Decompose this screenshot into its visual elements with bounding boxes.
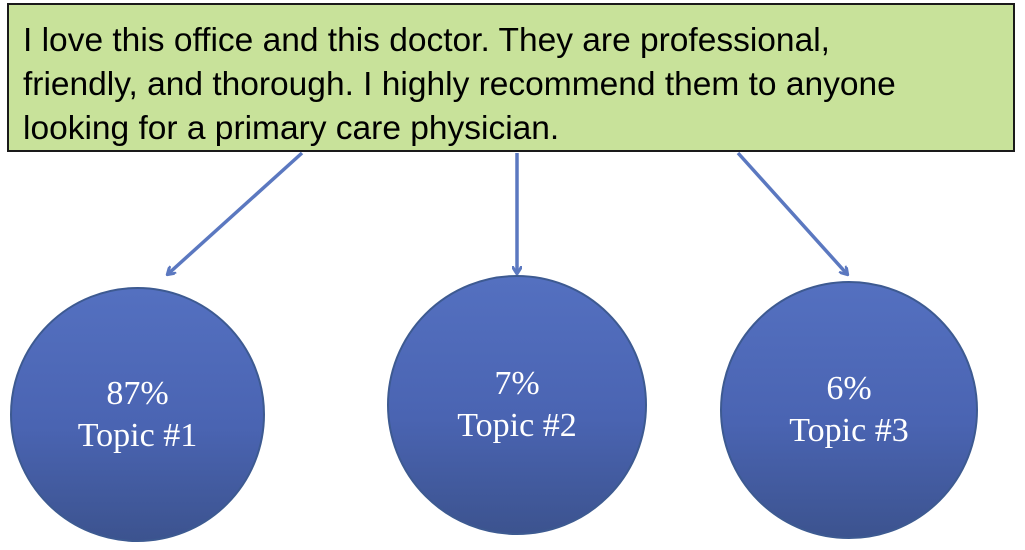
topic-3-label: Topic #3 <box>789 412 909 449</box>
topic-2-label: Topic #2 <box>457 407 577 444</box>
topic-1-label: Topic #1 <box>77 416 198 454</box>
topic-3-circle: 6% Topic #3 <box>720 281 978 539</box>
topic-2-percent: 7% <box>494 365 540 402</box>
topic-2-circle: 7% Topic #2 <box>387 275 647 535</box>
review-text-box: I love this office and this doctor. They… <box>7 3 1015 152</box>
arrow-to-topic-1 <box>168 151 304 274</box>
topic-1-circle: 87% Topic #1 <box>10 287 265 542</box>
topic-1-percent: 87% <box>106 374 169 412</box>
topic-3-percent: 6% <box>826 370 872 407</box>
arrow-to-topic-3 <box>736 151 847 274</box>
